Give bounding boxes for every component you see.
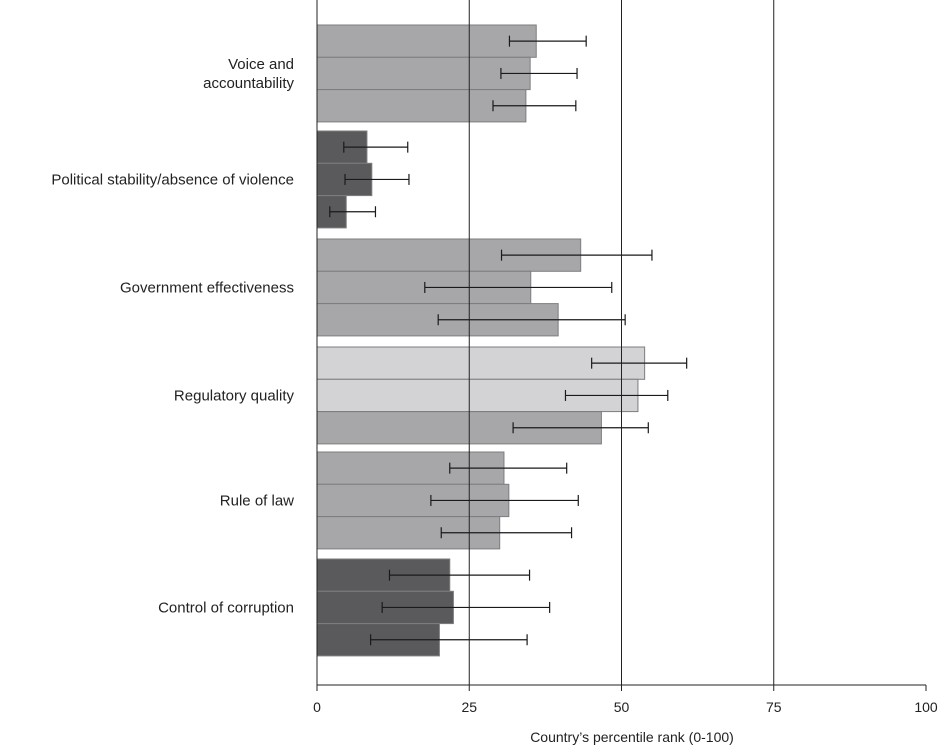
x-tick-label: 100: [914, 699, 938, 715]
bar: [316, 24, 537, 58]
category-label: accountability: [203, 75, 294, 92]
x-tick-label: 75: [766, 699, 782, 715]
x-tick-label: 50: [614, 699, 630, 715]
x-axis: 0 25 50 75 100: [313, 0, 938, 715]
x-axis-title: Country’s percentile rank (0-100): [530, 729, 734, 745]
x-tick-label: 0: [313, 699, 321, 715]
category-label: Rule of law: [220, 492, 294, 509]
category-label: Political stability/absence of violence: [51, 171, 294, 188]
category-label: Voice and: [228, 56, 294, 73]
bar: [316, 89, 527, 123]
category-label: Regulatory quality: [174, 387, 295, 404]
error-bars: [329, 35, 688, 646]
bars: [316, 24, 646, 657]
category-label: Control of corruption: [158, 599, 294, 616]
x-tick-label: 25: [461, 699, 477, 715]
category-label: Government effectiveness: [120, 279, 294, 296]
category-labels: Voice and accountability Political stabili…: [51, 56, 294, 617]
bar: [316, 56, 531, 91]
